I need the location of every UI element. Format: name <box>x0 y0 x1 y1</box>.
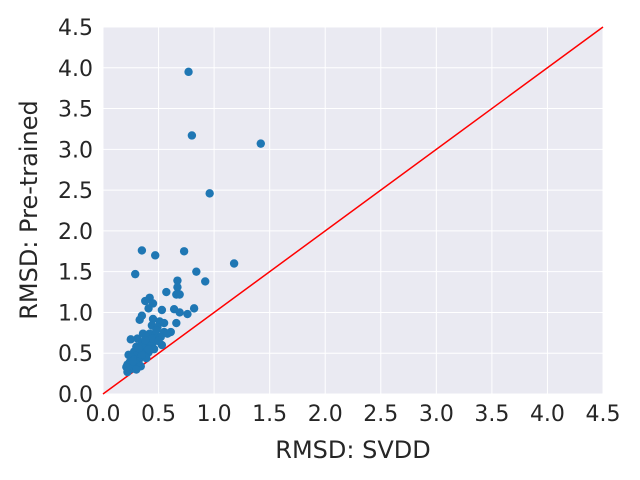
x-tick-label: 0.5 <box>141 402 176 427</box>
data-point <box>152 326 161 335</box>
data-point <box>173 282 182 292</box>
data-point <box>201 277 210 286</box>
x-tick-labels: 0.0 0.5 1.0 1.5 2.0 2.5 3.0 3.5 4.0 4.5 <box>86 402 621 427</box>
x-tick-label: 2.0 <box>308 402 343 427</box>
data-point <box>123 367 132 377</box>
x-tick-label: 1.0 <box>197 402 232 427</box>
data-point <box>179 247 189 256</box>
data-point <box>172 318 181 328</box>
x-tick-label: 4.0 <box>530 402 565 427</box>
data-point <box>134 344 143 353</box>
y-tick-label: 0.0 <box>58 383 93 408</box>
data-point <box>151 251 160 260</box>
data-point <box>148 314 158 324</box>
data-point <box>144 304 153 313</box>
data-point <box>175 290 184 299</box>
x-tick-label: 4.5 <box>586 402 621 427</box>
y-tick-label: 2.0 <box>58 220 93 245</box>
x-tick-label: 3.5 <box>474 402 509 427</box>
data-point <box>154 336 163 346</box>
data-point <box>141 296 150 306</box>
data-point <box>132 365 141 374</box>
data-point <box>205 189 214 198</box>
x-axis-label: RMSD: SVDD <box>275 436 430 464</box>
data-point <box>175 308 184 317</box>
data-point <box>131 269 140 279</box>
y-tick-label: 3.5 <box>58 98 93 123</box>
y-tick-label: 1.5 <box>58 261 93 286</box>
reference-line <box>102 26 604 395</box>
data-point <box>229 259 239 268</box>
x-tick-label: 0.0 <box>86 402 121 427</box>
data-point <box>173 276 182 285</box>
data-point <box>128 357 138 366</box>
reference-line-group <box>102 26 604 395</box>
data-point <box>144 344 153 354</box>
data-point <box>126 335 135 344</box>
data-point <box>157 305 167 315</box>
data-point <box>184 67 193 77</box>
grid-lines <box>102 26 604 395</box>
data-point <box>183 309 192 319</box>
data-point <box>189 304 199 313</box>
data-point <box>159 318 169 328</box>
data-point <box>192 267 201 276</box>
data-point <box>135 315 144 324</box>
data-point <box>162 287 171 297</box>
x-tick-label: 3.0 <box>419 402 454 427</box>
y-tick-label: 2.5 <box>58 179 93 204</box>
data-point <box>163 329 172 338</box>
y-tick-label: 1.0 <box>58 301 93 326</box>
data-point <box>137 246 147 255</box>
data-point <box>137 350 147 360</box>
data-points <box>122 67 265 377</box>
y-tick-label: 0.5 <box>58 342 93 367</box>
y-tick-label: 4.5 <box>58 16 93 41</box>
x-tick-label: 1.5 <box>252 402 287 427</box>
data-point <box>187 131 197 140</box>
y-axis-label: RMSD: Pre-trained <box>15 100 43 320</box>
data-point <box>141 335 150 345</box>
y-tick-label: 3.0 <box>58 138 93 163</box>
x-tick-label: 2.5 <box>363 402 398 427</box>
y-tick-labels: 0.0 0.5 1.0 1.5 2.0 2.5 3.0 3.5 4.0 4.5 <box>58 16 93 408</box>
data-point <box>147 334 157 343</box>
data-point <box>256 139 265 148</box>
y-tick-label: 4.0 <box>58 57 93 82</box>
